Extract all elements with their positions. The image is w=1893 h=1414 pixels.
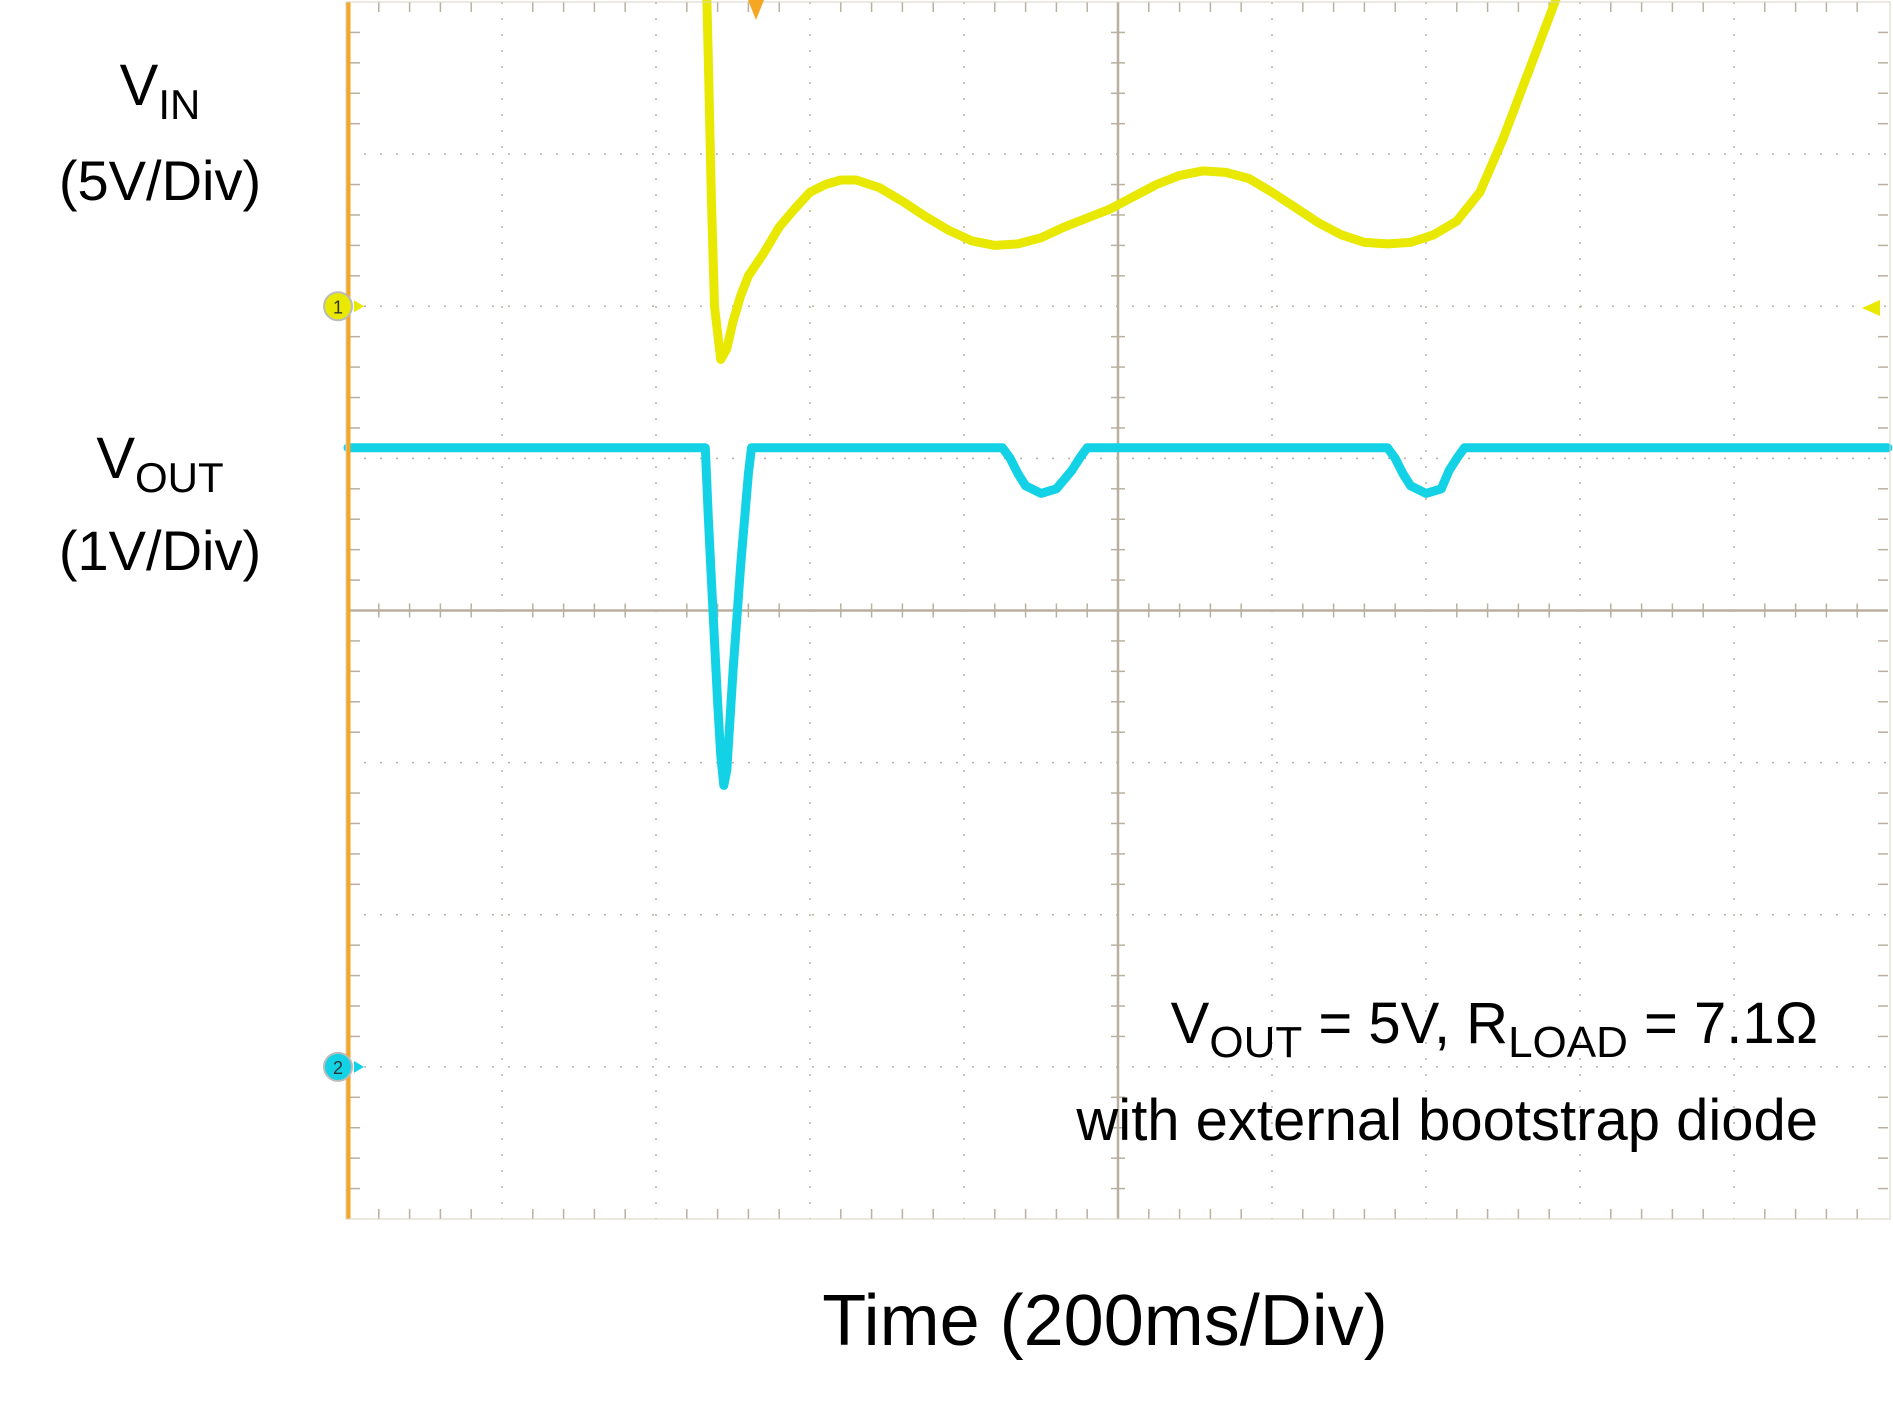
ch2-ground-marker: 2 [323,1051,364,1082]
ch1-marker-label: 1 [333,297,343,317]
ch2-scale-label: (1V/Div) [59,519,261,582]
trigger-level-marker [1862,300,1880,316]
ch1-ground-marker: 1 [323,291,364,322]
plot-area: 12 [323,0,1893,1220]
ch1-label: VIN [120,53,201,128]
ch2-marker-label: 2 [333,1058,343,1078]
trigger-position-marker [748,0,764,20]
ch2-trace [343,443,1893,790]
x-axis-label: Time (200ms/Div) [822,1281,1387,1361]
traces [343,0,1893,790]
grid [348,2,1888,1219]
annotation-line1: VOUT = 5V, RLOAD = 7.1Ω [1171,991,1818,1067]
plot-frame [345,1,1891,1220]
ch1-scale-label: (5V/Div) [59,149,261,212]
ch1-trace [702,0,1561,364]
annotation-line2: with external bootstrap diode [1075,1088,1818,1153]
ch2-label: VOUT [96,426,223,501]
